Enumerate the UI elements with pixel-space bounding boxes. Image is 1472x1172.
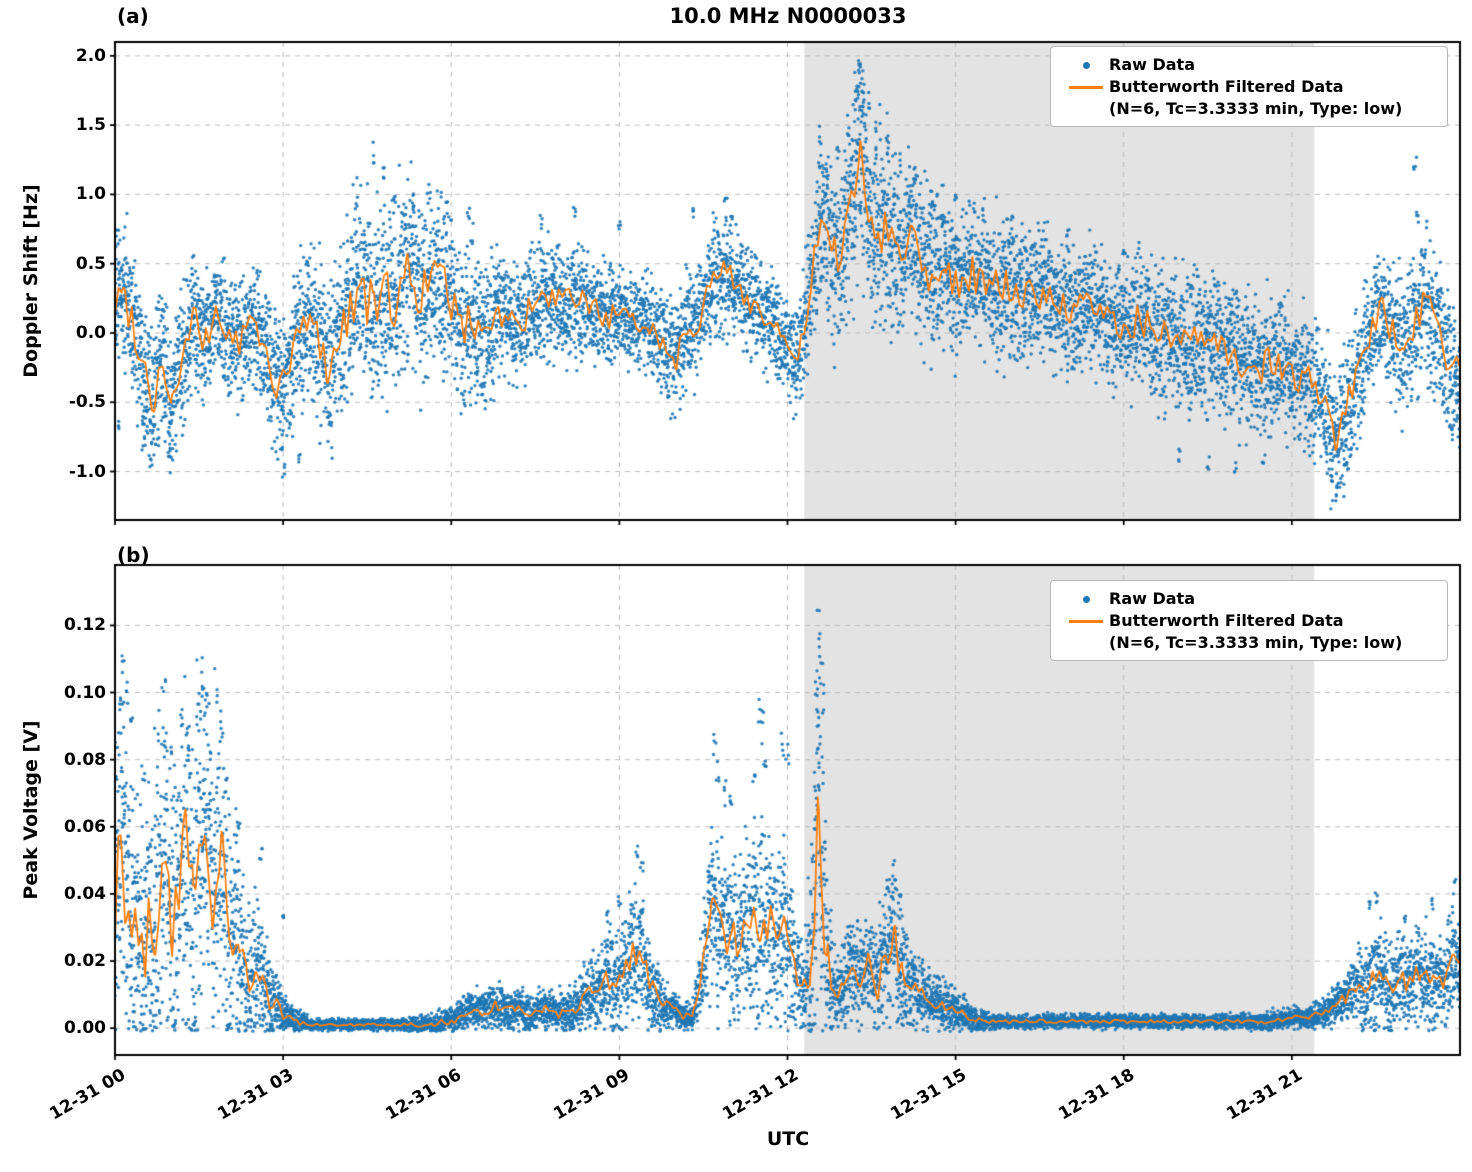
legend-row-filtered: Butterworth Filtered Data (N=6, Tc=3.333… (1063, 76, 1437, 119)
raw-data-marker-icon (1063, 588, 1109, 610)
y-axis-label-voltage: Peak Voltage [V] (20, 720, 42, 900)
legend-filtered-label: Butterworth Filtered Data (N=6, Tc=3.333… (1109, 610, 1402, 653)
y-axis-label-doppler: Doppler Shift [Hz] (20, 184, 42, 378)
x-axis-label: UTC (766, 1128, 810, 1150)
y-tick-label: 1.0 (75, 184, 106, 205)
legend-row-filtered: Butterworth Filtered Data (N=6, Tc=3.333… (1063, 610, 1437, 653)
y-tick-label: 0.08 (64, 749, 106, 770)
legend-row-raw: Raw Data (1063, 54, 1437, 76)
legend-b: Raw Data Butterworth Filtered Data (N=6,… (1050, 580, 1448, 662)
legend-filtered-line1: Butterworth Filtered Data (1109, 77, 1344, 96)
y-tick-label: 2.0 (75, 45, 106, 66)
legend-raw-label: Raw Data (1109, 55, 1195, 74)
panel-label-b: (b) (117, 543, 150, 567)
y-tick-label: 1.5 (75, 115, 106, 136)
y-tick-label: 0.00 (64, 1018, 106, 1039)
legend-filtered-label: Butterworth Filtered Data (N=6, Tc=3.333… (1109, 76, 1402, 119)
y-tick-label: 0.0 (75, 322, 106, 343)
y-tick-label: -0.5 (68, 392, 106, 413)
filtered-line-marker-icon (1063, 76, 1109, 98)
chart-title: 10.0 MHz N0000033 (669, 4, 907, 28)
legend-raw-label: Raw Data (1109, 589, 1195, 608)
y-tick-label: 0.10 (64, 682, 106, 703)
raw-data-marker-icon (1063, 54, 1109, 76)
y-tick-label: 0.5 (75, 253, 106, 274)
filtered-line-marker-icon (1063, 610, 1109, 632)
legend-row-raw: Raw Data (1063, 588, 1437, 610)
y-tick-label: 0.02 (64, 951, 106, 972)
panel-label-a: (a) (117, 4, 149, 28)
legend-filtered-line2: (N=6, Tc=3.3333 min, Type: low) (1109, 98, 1403, 118)
y-tick-label: 0.04 (64, 883, 106, 904)
legend-filtered-line1: Butterworth Filtered Data (1109, 611, 1344, 630)
legend-filtered-line2: (N=6, Tc=3.3333 min, Type: low) (1109, 632, 1403, 652)
y-tick-label: 0.06 (64, 816, 106, 837)
y-tick-label: 0.12 (64, 615, 106, 636)
legend-a: Raw Data Butterworth Filtered Data (N=6,… (1050, 46, 1448, 128)
y-tick-label: -1.0 (68, 461, 106, 482)
